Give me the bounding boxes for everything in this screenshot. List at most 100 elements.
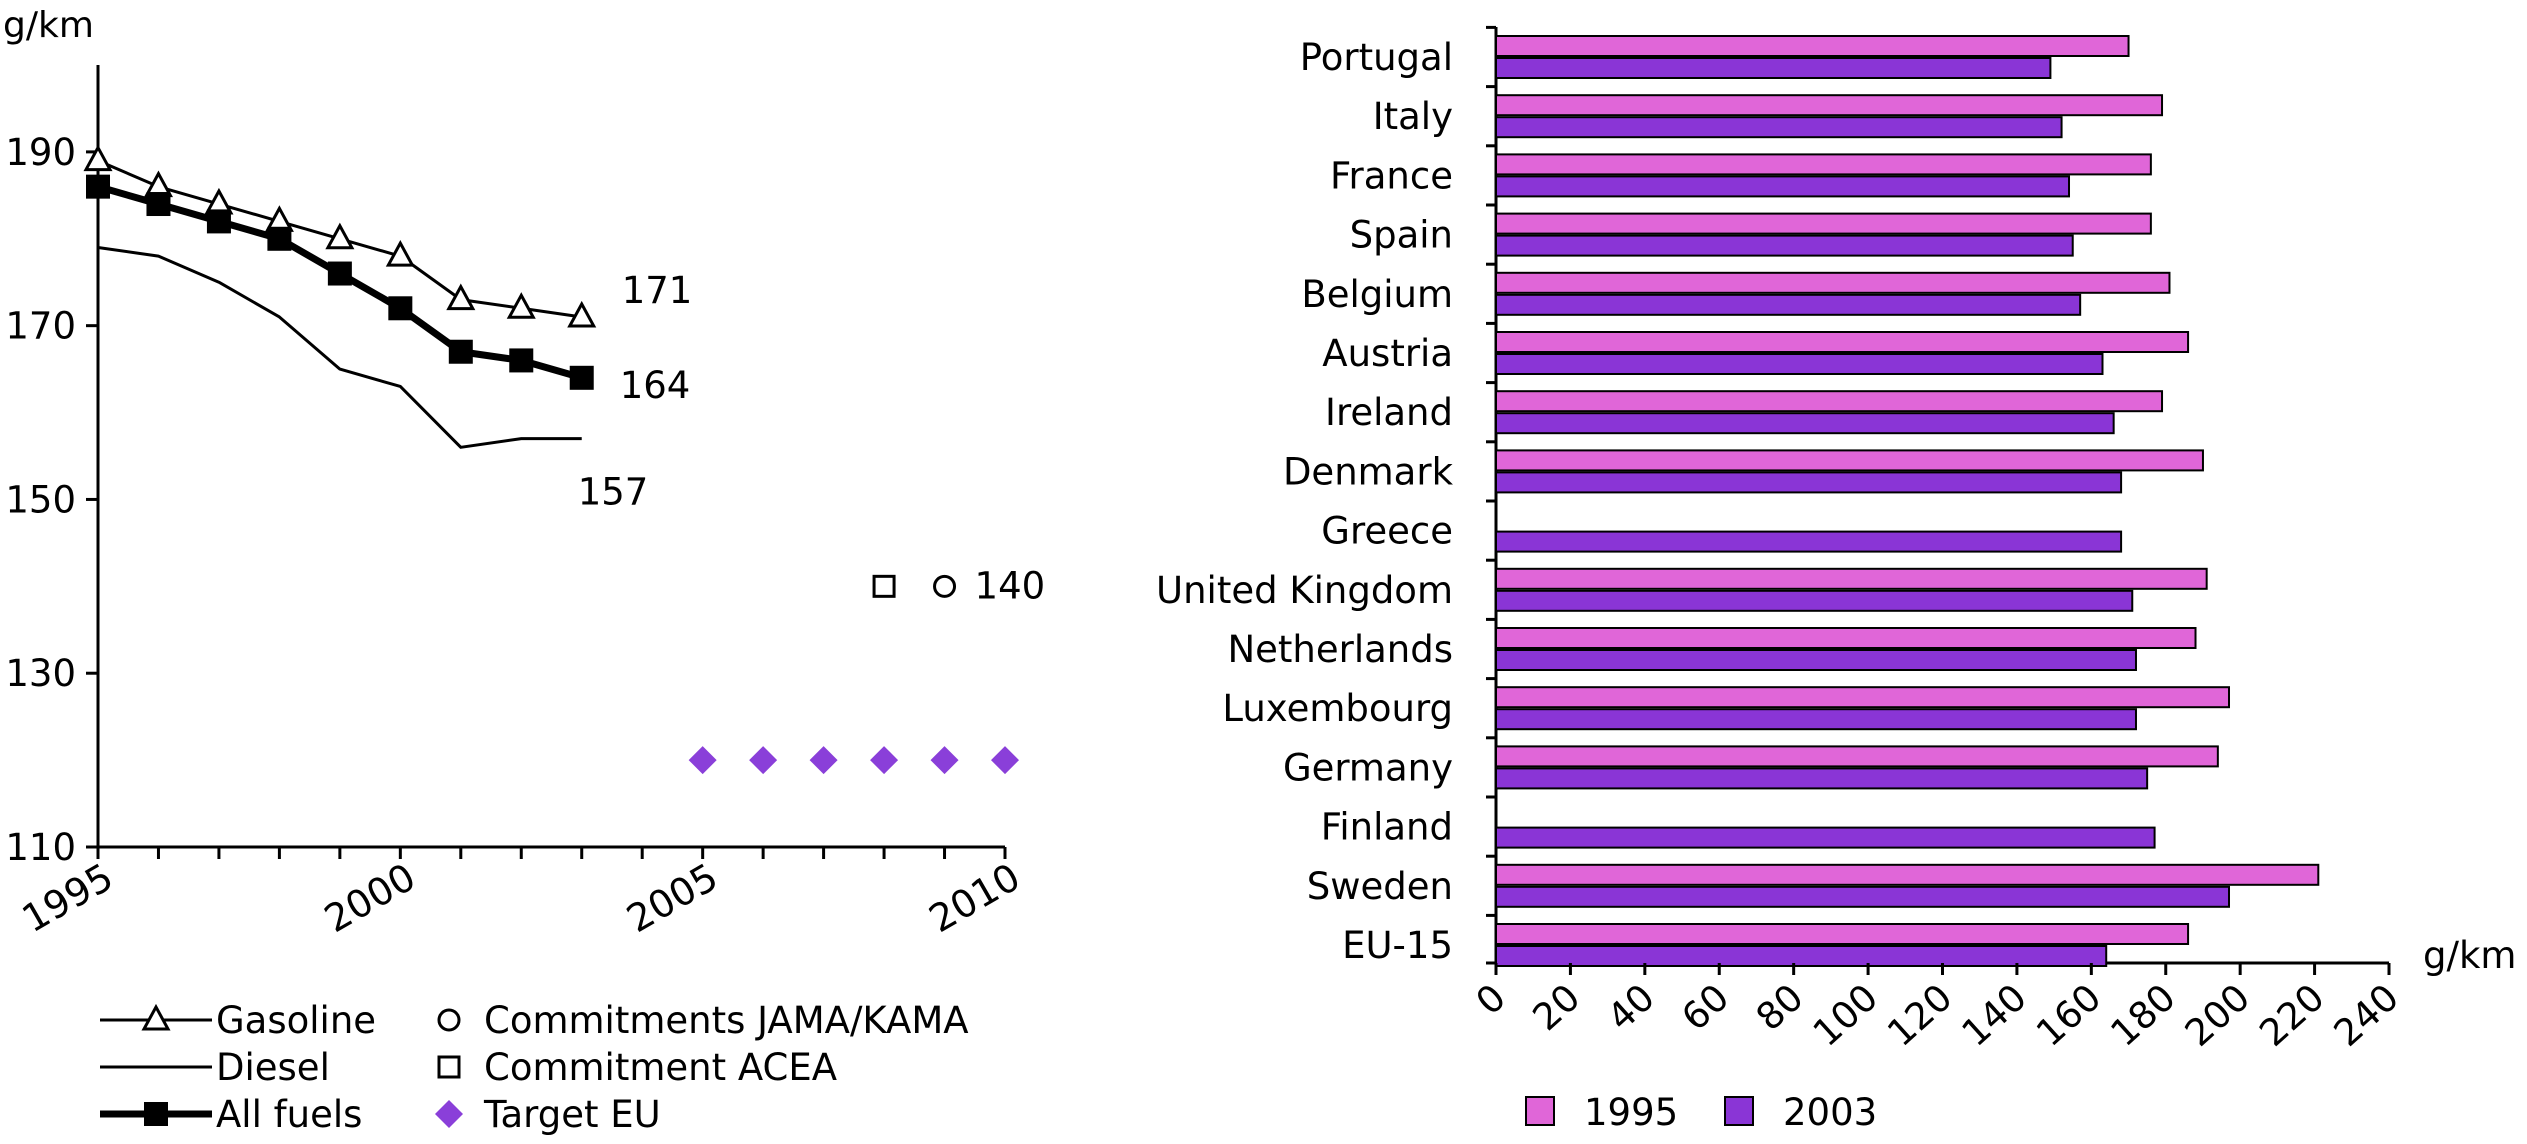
bar-2003-portugal — [1495, 57, 2052, 79]
point-all-fuels — [86, 174, 110, 199]
point-all-fuels — [206, 209, 231, 234]
point-gasoline — [83, 144, 113, 172]
right-x-tick-label: 120 — [1879, 976, 1960, 1055]
left-y-tick-label: 190 — [5, 131, 76, 174]
bar-1995-eu-15 — [1495, 923, 2190, 945]
legend-marker-commitments-jama-kama — [437, 1008, 461, 1032]
bar-1995-austria — [1495, 331, 2190, 353]
right-x-tick-label: 180 — [2103, 976, 2184, 1055]
left-y-tick-label: 110 — [5, 826, 76, 869]
category-label-denmark: Denmark — [1283, 450, 1454, 493]
point-gasoline — [567, 300, 597, 328]
legend-label-commitment-acea: Commitment ACEA — [484, 1046, 837, 1089]
point-commitment-acea — [872, 574, 896, 598]
category-label-netherlands: Netherlands — [1227, 628, 1453, 671]
right-x-tick-label: 240 — [2326, 976, 2407, 1055]
category-label-eu-15: EU-15 — [1342, 924, 1453, 967]
point-target-eu — [749, 746, 778, 775]
legend-label-gasoline: Gasoline — [216, 999, 376, 1042]
bar-2003-spain — [1495, 234, 2074, 257]
right-x-tick-label: 40 — [1599, 976, 1663, 1039]
bar-2003-germany — [1495, 767, 2149, 790]
bar-2003-france — [1495, 175, 2071, 198]
category-label-france: France — [1330, 154, 1453, 197]
bar-1995-spain — [1495, 212, 2152, 235]
bar-2003-finland — [1495, 826, 2156, 849]
point-gasoline — [385, 240, 415, 267]
point-gasoline — [506, 292, 536, 319]
end-label-diesel: 157 — [578, 471, 649, 514]
left-y-tick-label: 130 — [5, 652, 76, 695]
legend-marker-all-fuels — [144, 1102, 168, 1126]
legend-label-diesel: Diesel — [216, 1046, 330, 1089]
legend-label-commitments-jama-kama: Commitments JAMA/KAMA — [484, 999, 969, 1042]
bar-1995-sweden — [1495, 863, 2320, 886]
bar-2003-austria — [1495, 353, 2104, 375]
bar-1995-belgium — [1495, 271, 2171, 294]
category-label-austria: Austria — [1322, 332, 1453, 375]
right-x-tick-label: 140 — [1954, 976, 2035, 1055]
category-label-belgium: Belgium — [1301, 273, 1453, 316]
bar-1995-ireland — [1495, 390, 2164, 413]
right-x-tick-label: 80 — [1748, 976, 1812, 1039]
legend-label-all-fuels: All fuels — [216, 1093, 362, 1136]
point-target-eu — [930, 746, 959, 775]
bar-2003-italy — [1495, 116, 2063, 139]
bar-1995-france — [1495, 153, 2152, 176]
point-all-fuels — [448, 339, 473, 364]
bar-2003-belgium — [1495, 293, 2082, 316]
left-x-tick-label: 2010 — [922, 855, 1028, 941]
series-line-diesel — [97, 245, 582, 449]
category-label-luxembourg: Luxembourg — [1222, 687, 1453, 730]
category-label-finland: Finland — [1321, 806, 1453, 849]
legend-marker-target-eu — [435, 1100, 463, 1128]
end-label-all-fuels: 164 — [620, 364, 691, 407]
legend-swatch-2003 — [1724, 1096, 1754, 1126]
point-all-fuels — [146, 192, 171, 217]
left-y-axis-label: g/km — [3, 5, 94, 46]
bar-1995-luxembourg — [1495, 686, 2231, 709]
bar-2003-sweden — [1495, 885, 2231, 908]
category-label-greece: Greece — [1321, 510, 1453, 553]
bar-2003-netherlands — [1495, 649, 2137, 671]
bar-1995-portugal — [1495, 35, 2130, 57]
category-label-germany: Germany — [1283, 746, 1453, 789]
left-y-tick-label: 150 — [5, 478, 76, 521]
right-x-tick-label: 0 — [1468, 976, 1514, 1024]
point-all-fuels — [267, 226, 292, 251]
end-label-gasoline: 171 — [622, 269, 693, 312]
legend-marker-gasoline — [141, 1003, 171, 1031]
bar-2003-denmark — [1495, 471, 2123, 494]
point-target-eu — [991, 746, 1019, 775]
point-gasoline — [325, 222, 355, 250]
end-label-commitments-jama-kama: 140 — [975, 564, 1046, 607]
point-all-fuels — [327, 261, 352, 286]
point-all-fuels — [388, 296, 413, 321]
right-x-axis-label: g/km — [2423, 934, 2516, 977]
point-all-fuels — [569, 365, 594, 390]
point-all-fuels — [509, 348, 534, 373]
point-target-eu — [688, 746, 717, 775]
bar-1995-denmark — [1495, 449, 2204, 472]
category-label-italy: Italy — [1373, 95, 1453, 138]
legend-label-2003: 2003 — [1783, 1091, 1877, 1134]
point-target-eu — [870, 746, 899, 775]
bar-1995-germany — [1495, 745, 2219, 768]
legend-swatch-1995 — [1525, 1096, 1555, 1126]
category-label-ireland: Ireland — [1325, 391, 1453, 434]
left-x-tick-label: 2000 — [317, 855, 423, 941]
right-x-tick-label: 200 — [2177, 976, 2258, 1055]
point-target-eu — [809, 746, 838, 775]
point-gasoline — [446, 283, 476, 311]
category-label-united-kingdom: United Kingdom — [1156, 569, 1453, 612]
right-x-tick-label: 20 — [1525, 976, 1589, 1039]
legend-marker-commitment-acea — [437, 1055, 461, 1079]
bar-2003-luxembourg — [1495, 708, 2137, 731]
right-x-tick-label: 60 — [1674, 976, 1738, 1039]
bar-2003-ireland — [1495, 412, 2115, 435]
right-x-tick-label: 160 — [2028, 976, 2109, 1055]
right-x-tick-label: 220 — [2251, 976, 2332, 1055]
bar-1995-italy — [1495, 94, 2164, 117]
